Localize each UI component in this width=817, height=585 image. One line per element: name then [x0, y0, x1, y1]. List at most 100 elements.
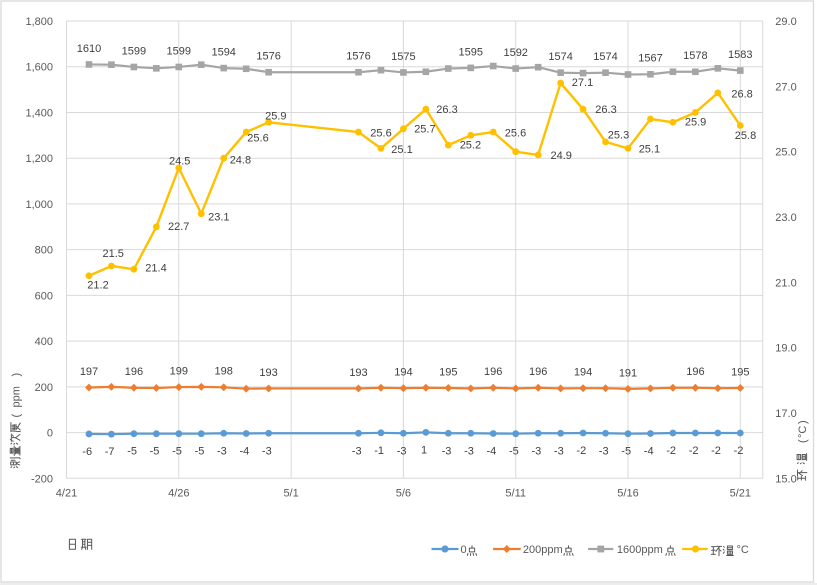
svg-text:1575: 1575 [391, 51, 415, 63]
svg-text:1574: 1574 [548, 51, 572, 63]
svg-text:27.1: 27.1 [572, 77, 593, 89]
svg-text:4/26: 4/26 [168, 488, 189, 500]
svg-text:17.0: 17.0 [775, 408, 796, 420]
svg-text:1,400: 1,400 [25, 108, 53, 120]
svg-text:5/21: 5/21 [730, 488, 751, 500]
svg-text:193: 193 [349, 367, 367, 379]
svg-text:25.8: 25.8 [735, 130, 756, 142]
svg-text:25.1: 25.1 [391, 144, 412, 156]
svg-text:-4: -4 [240, 446, 250, 458]
svg-text:5/11: 5/11 [505, 488, 526, 500]
svg-text:1592: 1592 [503, 47, 527, 59]
svg-text:-5: -5 [150, 446, 160, 458]
svg-text:-200: -200 [31, 473, 53, 485]
svg-text:25.6: 25.6 [505, 127, 526, 139]
svg-text:-5: -5 [509, 446, 519, 458]
svg-text:22.7: 22.7 [168, 221, 189, 233]
svg-text:194: 194 [574, 367, 592, 379]
svg-text:-6: -6 [82, 446, 92, 458]
svg-text:-2: -2 [734, 445, 744, 457]
svg-text:(: ( [10, 414, 22, 418]
svg-text:-3: -3 [352, 445, 362, 457]
svg-text:194: 194 [394, 367, 412, 379]
svg-text:200ppm: 200ppm [523, 544, 563, 556]
svg-text:1574: 1574 [593, 51, 617, 63]
svg-text:-3: -3 [532, 445, 542, 457]
svg-text:29.0: 29.0 [775, 16, 796, 28]
svg-text:26.8: 26.8 [731, 88, 752, 100]
svg-text:26.3: 26.3 [595, 104, 616, 116]
svg-text:1578: 1578 [683, 50, 707, 62]
svg-text:1599: 1599 [167, 45, 191, 57]
svg-text:198: 198 [215, 366, 233, 378]
svg-text:199: 199 [170, 366, 188, 378]
svg-text:25.1: 25.1 [639, 143, 660, 155]
svg-text:-3: -3 [599, 445, 609, 457]
svg-text:196: 196 [529, 366, 547, 378]
svg-text:5/1: 5/1 [283, 488, 298, 500]
svg-text:26.3: 26.3 [436, 104, 457, 116]
svg-text:1576: 1576 [256, 51, 280, 63]
svg-text:5/6: 5/6 [396, 488, 411, 500]
svg-text:21.4: 21.4 [145, 263, 166, 275]
svg-text:-2: -2 [576, 445, 586, 457]
svg-text:1567: 1567 [638, 53, 662, 65]
svg-text:196: 196 [686, 366, 704, 378]
svg-text:1: 1 [421, 444, 427, 456]
svg-text:25.7: 25.7 [414, 124, 435, 136]
svg-text:-5: -5 [195, 446, 205, 458]
svg-text:-2: -2 [666, 445, 676, 457]
svg-text:1,200: 1,200 [25, 153, 53, 165]
svg-text:(: ( [797, 439, 809, 443]
svg-text:): ) [797, 420, 809, 424]
svg-text:25.6: 25.6 [247, 132, 268, 144]
svg-text:1,600: 1,600 [25, 62, 53, 74]
svg-text:25.2: 25.2 [460, 140, 481, 152]
svg-text:196: 196 [125, 366, 143, 378]
svg-text:23.1: 23.1 [208, 211, 229, 223]
svg-text:25.9: 25.9 [685, 116, 706, 128]
svg-text:25.3: 25.3 [608, 130, 629, 142]
svg-text:19.0: 19.0 [775, 343, 796, 355]
svg-text:1599: 1599 [122, 45, 146, 57]
svg-text:25.9: 25.9 [265, 110, 286, 122]
svg-text:-4: -4 [487, 446, 497, 458]
svg-text:195: 195 [439, 366, 457, 378]
svg-text:-2: -2 [689, 445, 699, 457]
svg-text:195: 195 [731, 366, 749, 378]
svg-text:0: 0 [47, 428, 53, 440]
svg-text:25.6: 25.6 [370, 127, 391, 139]
svg-text:197: 197 [80, 366, 98, 378]
svg-text:5/16: 5/16 [617, 488, 638, 500]
svg-text:-3: -3 [397, 445, 407, 457]
svg-text:24.9: 24.9 [550, 150, 571, 162]
svg-text:193: 193 [259, 367, 277, 379]
svg-text:°C: °C [737, 544, 749, 556]
svg-text:191: 191 [619, 367, 637, 379]
svg-text:-7: -7 [105, 446, 115, 458]
svg-text:400: 400 [35, 336, 53, 348]
svg-text:ppm: ppm [10, 386, 22, 407]
svg-text:0: 0 [461, 544, 467, 556]
svg-text:24.8: 24.8 [230, 155, 251, 167]
svg-text:800: 800 [35, 245, 53, 257]
svg-text:-3: -3 [554, 445, 564, 457]
svg-text:1594: 1594 [211, 47, 235, 59]
svg-text:600: 600 [35, 290, 53, 302]
svg-text:-3: -3 [217, 445, 227, 457]
svg-text:-5: -5 [127, 446, 137, 458]
svg-text:24.5: 24.5 [169, 156, 190, 168]
svg-text:4/21: 4/21 [56, 488, 77, 500]
svg-text:1583: 1583 [728, 49, 752, 61]
svg-text:-1: -1 [374, 445, 384, 457]
svg-text:-5: -5 [621, 446, 631, 458]
svg-text:1,000: 1,000 [25, 199, 53, 211]
svg-text:21.0: 21.0 [775, 277, 796, 289]
svg-text:1,800: 1,800 [25, 16, 53, 28]
svg-text:-2: -2 [711, 445, 721, 457]
svg-text:-3: -3 [464, 445, 474, 457]
svg-text:15.0: 15.0 [775, 473, 796, 485]
svg-text:21.5: 21.5 [102, 248, 123, 260]
svg-text:1600ppm: 1600ppm [617, 544, 663, 556]
svg-text:200: 200 [35, 382, 53, 394]
